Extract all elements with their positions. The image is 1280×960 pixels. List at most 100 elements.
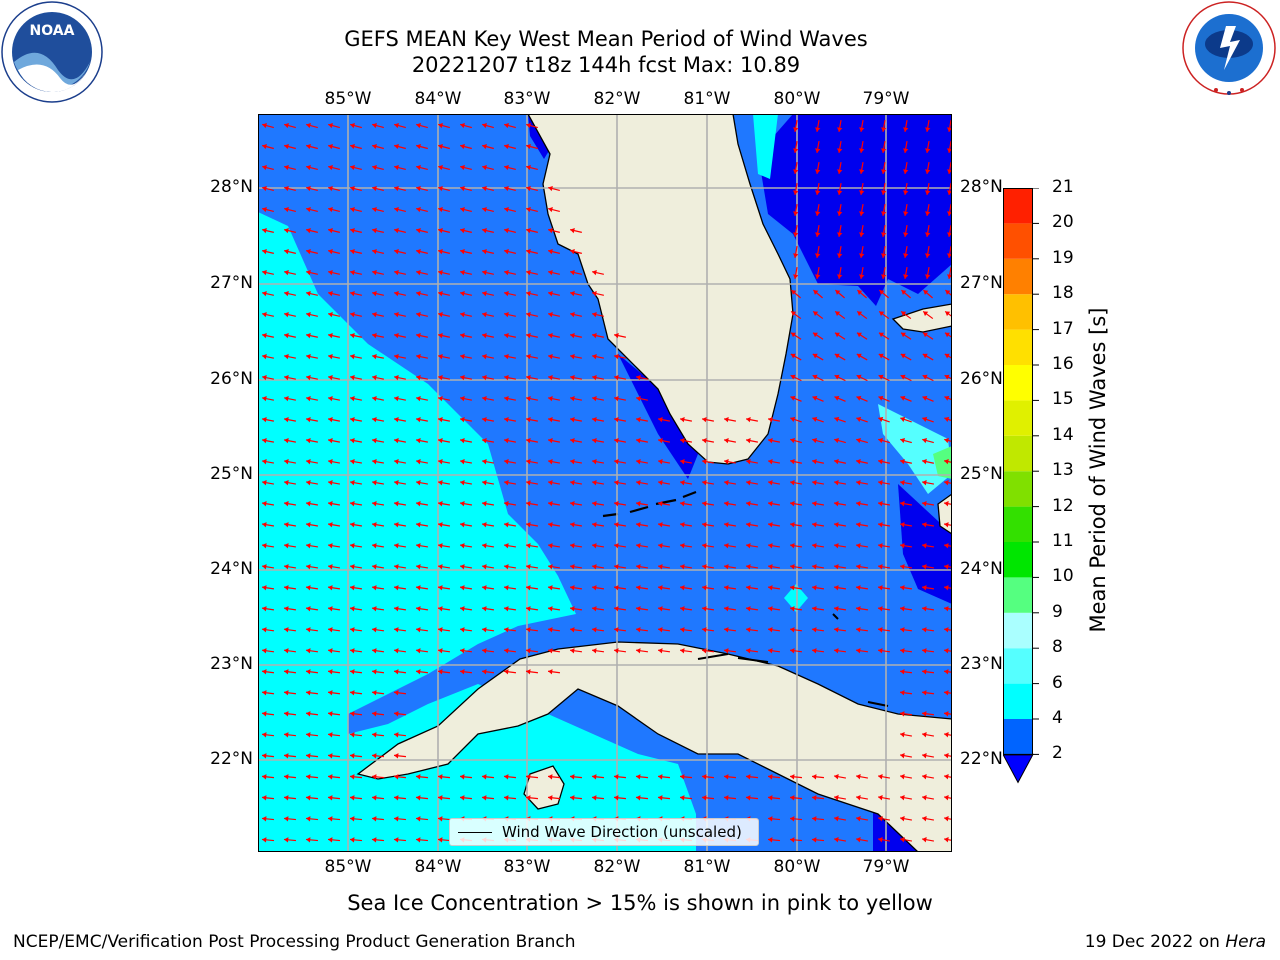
- colorbar-cell: [1003, 435, 1033, 472]
- wind-wave-arrow-head: [834, 585, 839, 591]
- wind-wave-arrow-head: [504, 585, 509, 591]
- wind-wave-arrow-head: [922, 774, 927, 780]
- wind-wave-arrow-head: [328, 164, 333, 171]
- graticule: [258, 114, 952, 852]
- wind-wave-arrow-head: [925, 127, 931, 132]
- wind-wave-arrow-head: [793, 211, 799, 216]
- wind-wave-arrow-head: [570, 543, 575, 549]
- wind-wave-arrow-head: [262, 438, 267, 444]
- wind-wave-arrow-head: [372, 627, 377, 633]
- wind-wave-arrow-head: [900, 816, 905, 822]
- wind-wave-arrow-head: [900, 711, 905, 717]
- wind-wave-arrow-head: [438, 522, 443, 528]
- wind-wave-arrow-head: [592, 375, 597, 381]
- wind-wave-arrow-head: [746, 459, 751, 465]
- wind-wave-arrow-head: [482, 774, 487, 780]
- wind-wave-arrow-head: [372, 690, 377, 696]
- wind-wave-arrow-head: [284, 459, 289, 465]
- wind-wave-arrow-head: [416, 459, 421, 465]
- wind-wave-arrow-head: [526, 333, 531, 339]
- wind-wave-arrow-head: [834, 501, 839, 507]
- wind-wave-arrow-head: [548, 606, 553, 612]
- wind-wave-arrow-head: [947, 211, 952, 216]
- wind-wave-arrow-head: [856, 585, 861, 591]
- wind-wave-arrow-head: [438, 606, 443, 612]
- wind-wave-arrow-head: [680, 501, 685, 507]
- wind-wave-arrow-head: [592, 648, 597, 654]
- wind-wave-arrow-head: [812, 795, 817, 801]
- wind-wave-arrow-head: [925, 190, 931, 195]
- wind-wave-arrow-head: [944, 374, 950, 380]
- wind-wave-arrow-head: [372, 164, 377, 171]
- wind-wave-arrow-head: [768, 795, 773, 801]
- wind-wave-arrow-head: [350, 711, 355, 717]
- wind-wave-arrow-head: [925, 274, 931, 279]
- wind-wave-arrow-head: [724, 564, 729, 570]
- wind-wave-arrow-head: [944, 669, 949, 675]
- wind-wave-arrow-head: [834, 416, 840, 422]
- wind-wave-arrow-head: [793, 253, 799, 258]
- wind-wave-arrow-head: [416, 122, 421, 129]
- period-4-6-region: [458, 744, 558, 774]
- wind-wave-arrow-head: [835, 290, 841, 295]
- lat-tick-left: 22°N: [210, 749, 253, 769]
- wind-wave-arrow-head: [262, 774, 267, 780]
- wind-wave-arrow-head: [658, 459, 663, 465]
- wind-wave-arrow-head: [815, 253, 821, 258]
- colorbar-tick-label: 16: [1052, 354, 1074, 374]
- wind-wave-arrow-head: [903, 148, 909, 153]
- wind-wave-arrow-head: [482, 648, 487, 654]
- wind-wave-arrow-head: [790, 837, 795, 843]
- colorbar-tick-label: 20: [1052, 212, 1074, 233]
- lon-tick-bottom: 79°W: [862, 857, 910, 877]
- wind-wave-arrow-head: [570, 564, 575, 570]
- wind-wave-arrow-head: [350, 354, 355, 360]
- wind-wave-arrow-head: [306, 816, 311, 822]
- wind-wave-arrow-head: [306, 627, 311, 633]
- wind-wave-arrow-head: [658, 501, 663, 507]
- wind-wave-arrow-head: [526, 669, 531, 675]
- wind-wave-arrow-head: [570, 354, 575, 360]
- wind-wave-arrow-head: [724, 648, 729, 654]
- wind-wave-arrow-head: [881, 232, 887, 237]
- wind-wave-arrow-head: [636, 438, 641, 444]
- wind-wave-arrow-head: [702, 459, 707, 465]
- wind-wave-arrow-head: [812, 353, 818, 359]
- wind-wave-arrow-head: [636, 375, 641, 381]
- wind-wave-arrow-head: [570, 774, 575, 780]
- period-4-6-region: [784, 584, 808, 612]
- wind-wave-arrow-head: [658, 522, 663, 528]
- wind-wave-arrow-head: [262, 753, 267, 759]
- wind-wave-arrow-head: [306, 143, 311, 150]
- wind-wave-arrow-head: [438, 206, 443, 213]
- wind-wave-arrow-head: [834, 395, 840, 401]
- wind-wave-arrow-head: [262, 543, 267, 549]
- wind-wave-arrow-head: [900, 459, 905, 465]
- wind-wave-arrow-head: [923, 290, 929, 295]
- wind-wave-arrow-head: [944, 459, 949, 465]
- wind-wave-arrow-head: [460, 290, 465, 297]
- wind-wave-arrow-head: [438, 143, 443, 150]
- wind-wave-arrow-head: [262, 585, 267, 591]
- wind-wave-arrow-head: [878, 395, 884, 401]
- wind-wave-arrow-head: [284, 185, 289, 192]
- wind-wave-arrow-head: [834, 437, 840, 444]
- wind-wave-arrow-head: [900, 753, 905, 759]
- wind-wave-arrow-head: [614, 480, 619, 486]
- wind-wave-arrow-head: [482, 206, 487, 213]
- wind-wave-arrow-head: [372, 837, 377, 843]
- wind-wave-arrow-head: [592, 543, 597, 549]
- wind-wave-arrow-head: [859, 274, 865, 279]
- wind-wave-arrow-head: [922, 395, 928, 401]
- wind-wave-arrow-head: [570, 585, 575, 591]
- wind-wave-arrow-head: [394, 164, 399, 171]
- wind-wave-arrow-head: [790, 374, 796, 380]
- wind-wave-arrow-head: [570, 459, 575, 465]
- wind-wave-arrow-head: [350, 143, 355, 150]
- wind-wave-arrow-head: [746, 438, 751, 444]
- wind-wave-arrow-head: [570, 269, 575, 276]
- wind-wave-arrow-head: [900, 837, 905, 843]
- wind-wave-arrow-head: [592, 417, 597, 423]
- wind-wave-arrow-head: [856, 332, 862, 338]
- wind-wave-arrow-head: [372, 522, 377, 528]
